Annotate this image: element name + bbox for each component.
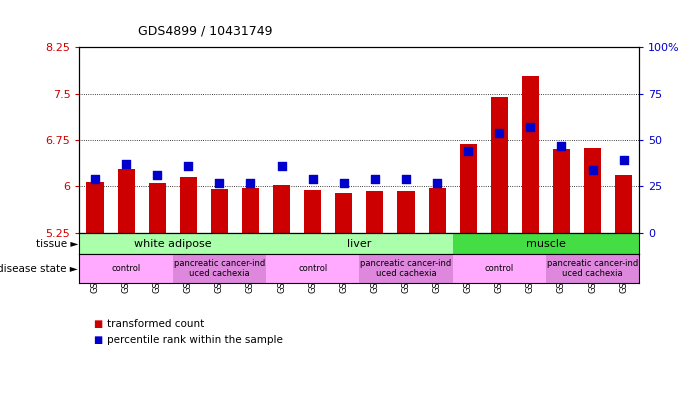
Text: control: control	[298, 264, 328, 273]
Point	[369, 176, 380, 182]
Bar	[453, 233, 639, 254]
Point	[462, 148, 473, 154]
Bar	[273, 185, 290, 233]
Text: control: control	[484, 264, 514, 273]
Text: GDS4899 / 10431749: GDS4899 / 10431749	[138, 24, 273, 37]
Point	[338, 180, 349, 186]
Bar	[211, 189, 228, 233]
Bar	[335, 193, 352, 233]
Bar	[266, 254, 359, 283]
Bar	[79, 254, 173, 283]
Text: pancreatic cancer-ind
uced cachexia: pancreatic cancer-ind uced cachexia	[173, 259, 265, 278]
Text: liver: liver	[347, 239, 372, 249]
Point	[214, 180, 225, 186]
Bar	[304, 190, 321, 233]
Text: transformed count: transformed count	[107, 319, 205, 329]
Point	[493, 129, 504, 136]
Point	[524, 124, 536, 130]
Bar	[491, 97, 508, 233]
Text: tissue ►: tissue ►	[35, 239, 78, 249]
Bar	[180, 177, 197, 233]
Point	[400, 176, 411, 182]
Bar	[522, 76, 539, 233]
Bar	[79, 233, 266, 254]
Bar	[553, 149, 570, 233]
Point	[151, 172, 162, 178]
Text: pancreatic cancer-ind
uced cachexia: pancreatic cancer-ind uced cachexia	[360, 259, 452, 278]
Bar	[149, 184, 166, 233]
Point	[587, 167, 598, 173]
Bar	[584, 148, 601, 233]
Point	[307, 176, 318, 182]
Text: ■: ■	[93, 319, 102, 329]
Text: percentile rank within the sample: percentile rank within the sample	[107, 335, 283, 345]
Bar	[86, 182, 104, 233]
Bar	[397, 191, 415, 233]
Bar	[117, 169, 135, 233]
Point	[431, 180, 442, 186]
Point	[120, 161, 131, 167]
Point	[618, 157, 629, 163]
Bar	[615, 175, 632, 233]
Bar	[453, 254, 546, 283]
Text: disease state ►: disease state ►	[0, 264, 78, 274]
Point	[245, 180, 256, 186]
Bar	[173, 254, 266, 283]
Point	[556, 143, 567, 149]
Bar	[359, 254, 453, 283]
Bar	[428, 188, 446, 233]
Point	[276, 163, 287, 169]
Bar	[546, 254, 639, 283]
Point	[89, 176, 101, 182]
Text: pancreatic cancer-ind
uced cachexia: pancreatic cancer-ind uced cachexia	[547, 259, 638, 278]
Bar	[242, 188, 259, 233]
Bar	[460, 144, 477, 233]
Text: ■: ■	[93, 335, 102, 345]
Text: control: control	[111, 264, 141, 273]
Bar	[366, 191, 384, 233]
Point	[182, 163, 193, 169]
Text: muscle: muscle	[526, 239, 566, 249]
Text: white adipose: white adipose	[134, 239, 211, 249]
Bar	[266, 233, 453, 254]
